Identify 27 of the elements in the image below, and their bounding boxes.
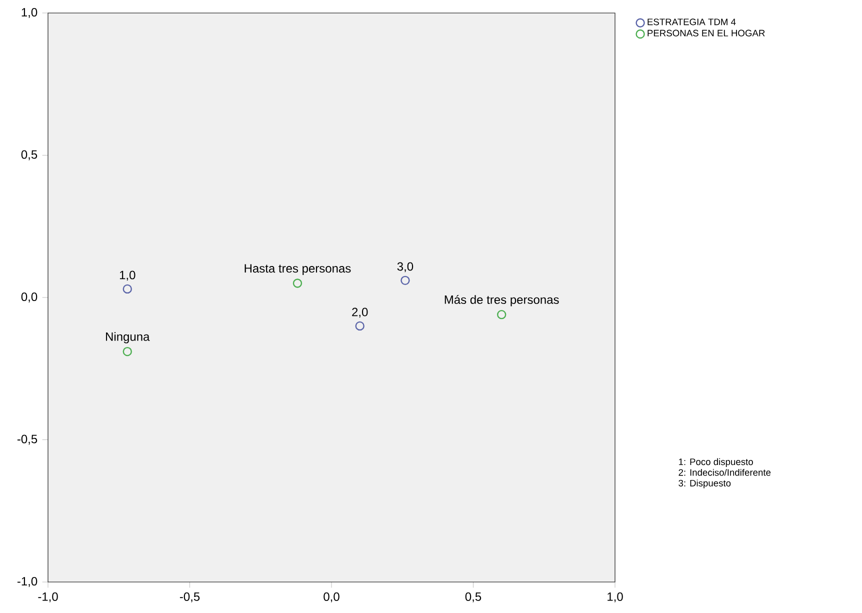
text: 2: Indeciso/Indiferente xyxy=(678,468,771,476)
point xyxy=(292,278,302,288)
point xyxy=(122,346,132,356)
annotation: 2,0 xyxy=(352,308,368,318)
annotation: 3,0 xyxy=(397,262,414,272)
text: 3: Dispuesto xyxy=(678,480,731,488)
annotation: Ninguna xyxy=(106,332,150,344)
y-tick-label: 0,5 xyxy=(21,150,38,160)
x-tick-label: -0,5 xyxy=(180,592,200,602)
x-tick-label: 0,0 xyxy=(324,592,340,602)
y-tick-label: -0,5 xyxy=(17,434,38,445)
annotation: 1,0 xyxy=(120,270,136,281)
x-tick-label: 1,0 xyxy=(608,592,623,602)
x-tick-label: 0,5 xyxy=(465,592,482,602)
point xyxy=(355,321,364,331)
point xyxy=(122,284,132,294)
point xyxy=(400,276,410,286)
legend-label: PERSONAS EN EL HOGAR xyxy=(648,30,765,36)
x-tick-label: -1,0 xyxy=(38,592,58,602)
annotation: Más de tres personas xyxy=(444,294,559,306)
y-tick-label: 0,0 xyxy=(21,292,38,302)
point xyxy=(497,310,506,320)
y-tick-label: -1,0 xyxy=(17,577,38,587)
annotation: Hasta tres personas xyxy=(244,264,351,276)
legend-label: ESTRATEGIA TDM 4 xyxy=(648,18,736,26)
text: 1: Poco dispuesto xyxy=(678,458,753,467)
y-tick-label: 1,0 xyxy=(22,8,38,18)
